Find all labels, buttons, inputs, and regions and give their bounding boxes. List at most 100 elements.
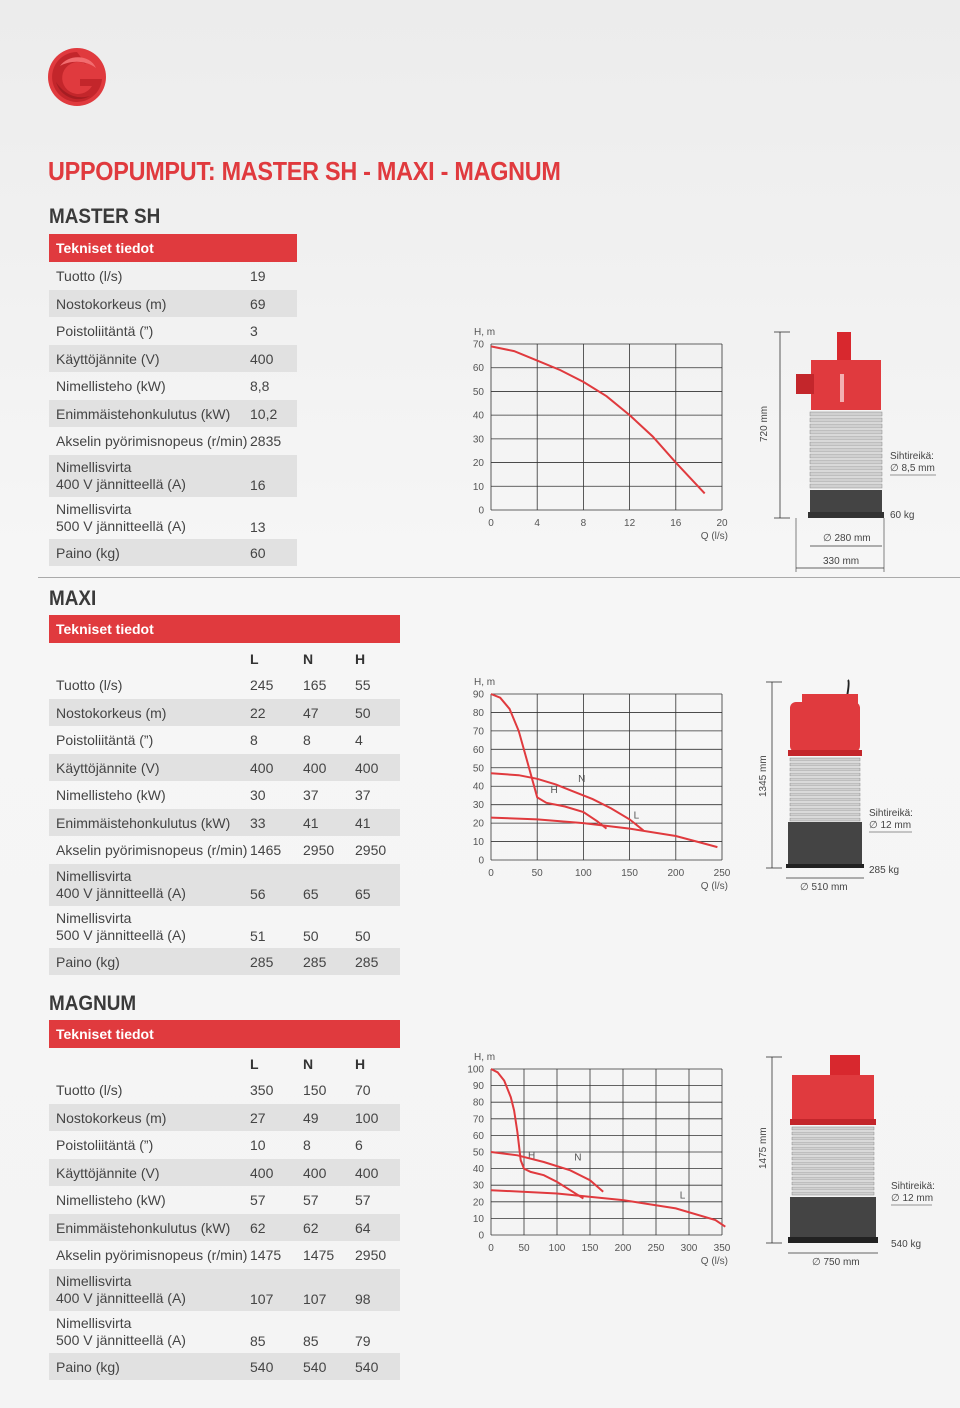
- spec-row: Enimmäistehonkulutus (kW) 10,2: [49, 399, 297, 427]
- master-weight-label: 60 kg: [890, 510, 914, 521]
- spec-label: Nostokorkeus (m): [56, 704, 167, 721]
- spec-value: 4: [355, 732, 363, 748]
- master-pump-diagram: 720 mm ∅ 280 mm 330 mm Sihtireikä: ∅ 8,5…: [759, 331, 936, 572]
- spec-row: Nostokorkeus (m) 69: [49, 289, 297, 317]
- spec-value: 400: [250, 759, 274, 776]
- spec-label: Enimmäistehonkulutus (kW): [56, 1219, 231, 1236]
- y-tick-label: 60: [473, 363, 485, 374]
- spec-label: Nostokorkeus (m): [56, 295, 167, 312]
- spec-value: 70: [355, 1082, 371, 1098]
- spec-row: Tuotto (l/s) 19: [49, 262, 297, 290]
- spec-row: Akselin pyörimisnopeus (r/min) 1465 2950 29…: [49, 836, 400, 864]
- y-tick-label: 0: [478, 1231, 484, 1242]
- spec-label: Nimellisvirta 400 V jännitteellä (A): [56, 458, 186, 492]
- magnum-height-label: 1475 mm: [758, 1127, 769, 1169]
- spec-value: 51: [250, 927, 266, 944]
- master-width-label: 330 mm: [823, 556, 859, 567]
- spec-value: 107: [303, 1290, 327, 1307]
- series-line: [490, 1151, 604, 1193]
- spec-row: Paino (kg) 540 540 540: [49, 1352, 400, 1380]
- spec-value: 1475: [250, 1247, 282, 1263]
- spec-label: Akselin pyörimisnopeus (r/min): [56, 433, 248, 449]
- magnum-spec-table: Tekniset tiedot L N H Tuotto (l/s) 350 150…: [49, 1020, 400, 1380]
- spec-row: Akselin pyörimisnopeus (r/min) 1475 1475 29…: [49, 1241, 400, 1269]
- y-tick-label: 70: [473, 340, 485, 351]
- spec-value: 10,2: [250, 405, 278, 422]
- col-header-n: N: [303, 651, 314, 667]
- spec-value: 33: [250, 814, 266, 831]
- spec-value: 69: [250, 295, 266, 312]
- spec-value: 400: [303, 759, 327, 776]
- magnum-table-header: Tekniset tiedot: [49, 1020, 400, 1048]
- spec-value: 1465: [250, 842, 282, 858]
- spec-value: 85: [303, 1332, 319, 1349]
- x-axis-label: Q (l/s): [701, 531, 728, 542]
- x-tick-label: 50: [532, 868, 544, 879]
- spec-row: Nimellisvirta 500 V jännitteellä (A) 51 50 5…: [49, 906, 400, 948]
- spec-row: Nimellisvirta 400 V jännitteellä (A) 16: [49, 454, 297, 497]
- y-tick-label: 100: [467, 1065, 484, 1076]
- y-tick-label: 80: [473, 1098, 485, 1109]
- maxi-strainer-title: Sihtireikä:: [869, 808, 913, 819]
- col-header-n: N: [303, 1056, 314, 1072]
- x-tick-label: 20: [716, 518, 728, 529]
- x-tick-label: 100: [575, 868, 592, 879]
- magnum-diameter-label: ∅ 750 mm: [812, 1257, 860, 1268]
- spec-row: Nimellisvirta 500 V jännitteellä (A) 85 85 7…: [49, 1311, 400, 1353]
- x-tick-label: 100: [549, 1243, 566, 1254]
- x-tick-label: 250: [648, 1243, 665, 1254]
- series-label: N: [574, 1152, 581, 1163]
- y-tick-label: 60: [473, 1131, 485, 1142]
- spec-label: Poistoliitäntä (”): [56, 1137, 154, 1153]
- x-tick-label: 200: [615, 1243, 632, 1254]
- magnum-weight-label: 540 kg: [891, 1239, 921, 1250]
- x-tick-label: 150: [621, 868, 638, 879]
- magnum-performance-chart: 0 50 100 150 200 250 300 350 0 10 20 30 40 50 60 70 80 90…: [467, 1052, 730, 1267]
- spec-label: Nimellisvirta 500 V jännitteellä (A): [56, 909, 186, 943]
- spec-row: Poistoliitäntä (”) 3: [49, 317, 297, 345]
- series-line: [490, 1189, 726, 1228]
- spec-value: 79: [355, 1332, 371, 1349]
- spec-value: 400: [250, 350, 274, 367]
- spec-value: 16: [250, 476, 266, 493]
- x-tick-label: 0: [488, 868, 494, 879]
- spec-value: 540: [303, 1358, 327, 1375]
- spec-value: 37: [355, 787, 371, 803]
- y-axis-label: H, m: [474, 677, 495, 688]
- spec-value: 2950: [355, 842, 387, 858]
- x-tick-label: 50: [518, 1243, 530, 1254]
- spec-label: Enimmäistehonkulutus (kW): [56, 405, 231, 422]
- spec-row: Nimellisteho (kW) 8,8: [49, 372, 297, 400]
- col-header-h: H: [355, 651, 366, 667]
- spec-row: Nimellisvirta 400 V jännitteellä (A) 56 65 6…: [49, 863, 400, 906]
- spec-value: 56: [250, 885, 266, 902]
- spec-value: 2835: [250, 433, 282, 449]
- master-performance-chart: 0 4 8 12 16 20 0 10 20 30 40 50 60 70 H, m Q (l/s): [473, 327, 728, 542]
- spec-value: 8,8: [250, 378, 270, 394]
- spec-value: 50: [303, 927, 319, 944]
- spec-value: 65: [303, 885, 319, 902]
- spec-value: 8: [303, 732, 311, 748]
- spec-row: Tuotto (l/s) 245 165 55: [49, 671, 400, 699]
- y-tick-label: 20: [473, 819, 485, 830]
- spec-label: Paino (kg): [56, 544, 120, 561]
- series-line: [490, 693, 608, 830]
- maxi-strainer-value: ∅ 12 mm: [869, 820, 911, 831]
- maxi-height-label: 1345 mm: [758, 755, 769, 797]
- spec-row: Käyttöjännite (V) 400 400 400: [49, 753, 400, 781]
- series-label: N: [578, 774, 585, 785]
- col-header-l: L: [250, 651, 259, 667]
- spec-value: 62: [303, 1219, 319, 1236]
- spec-row: Nimellisteho (kW) 30 37 37: [49, 781, 400, 809]
- series-label: L: [680, 1190, 686, 1201]
- spec-label: Nimellisvirta 400 V jännitteellä (A): [56, 867, 186, 901]
- spec-value: 165: [303, 677, 327, 693]
- spec-label: Tuotto (l/s): [56, 1082, 123, 1098]
- spec-row: Enimmäistehonkulutus (kW) 62 62 64: [49, 1213, 400, 1241]
- spec-value: 30: [250, 787, 266, 803]
- spec-row: Tuotto (l/s) 350 150 70: [49, 1076, 400, 1104]
- spec-label: Nimellisvirta 500 V jännitteellä (A): [56, 1314, 186, 1348]
- spec-row: Nostokorkeus (m) 22 47 50: [49, 698, 400, 726]
- spec-value: 37: [303, 787, 319, 803]
- spec-row: Käyttöjännite (V) 400: [49, 344, 297, 372]
